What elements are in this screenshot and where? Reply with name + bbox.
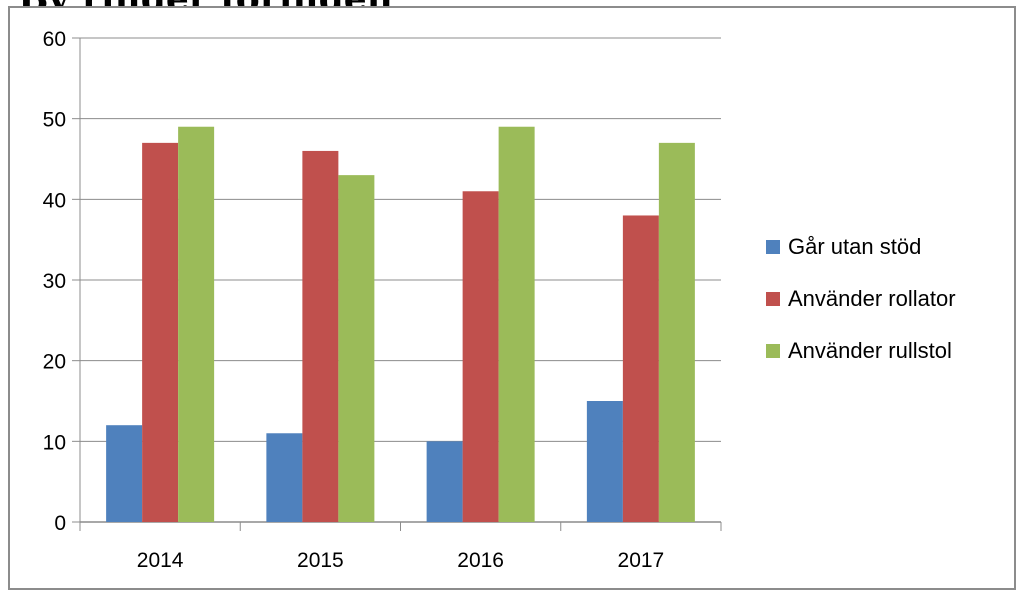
legend-label: Använder rullstol — [788, 338, 952, 363]
bar — [142, 142, 179, 522]
bar — [178, 126, 215, 522]
bar — [426, 441, 463, 522]
bars — [106, 126, 695, 522]
bar — [302, 150, 339, 522]
y-tick-label: 40 — [43, 189, 66, 212]
y-tick-label: 60 — [43, 28, 66, 51]
y-tick-label: 0 — [54, 512, 66, 535]
x-tick-label: 2014 — [137, 549, 184, 572]
bar — [462, 191, 499, 522]
legend-label: Använder rollator — [788, 286, 956, 311]
x-tick-label: 2016 — [457, 549, 504, 572]
y-tick-label: 50 — [43, 109, 66, 132]
tick-labels: 0 10 20 30 40 50 60 2014 2015 2016 2017 — [43, 28, 665, 572]
y-tick-label: 10 — [43, 431, 66, 454]
bar — [106, 425, 143, 522]
y-tick-label: 20 — [43, 351, 66, 374]
x-tick-label: 2015 — [297, 549, 344, 572]
legend-swatch — [766, 344, 780, 358]
legend-swatch — [766, 292, 780, 306]
bar — [498, 126, 535, 522]
y-tick-label: 30 — [43, 270, 66, 293]
bar — [266, 433, 303, 522]
legend-swatch — [766, 240, 780, 254]
bar — [338, 175, 375, 522]
bar — [586, 401, 623, 522]
legend: Går utan stöd Använder rollator Använder r… — [766, 234, 956, 363]
x-tick-label: 2017 — [618, 549, 665, 572]
bar — [658, 142, 695, 522]
bar — [622, 215, 659, 522]
legend-label: Går utan stöd — [788, 234, 921, 259]
